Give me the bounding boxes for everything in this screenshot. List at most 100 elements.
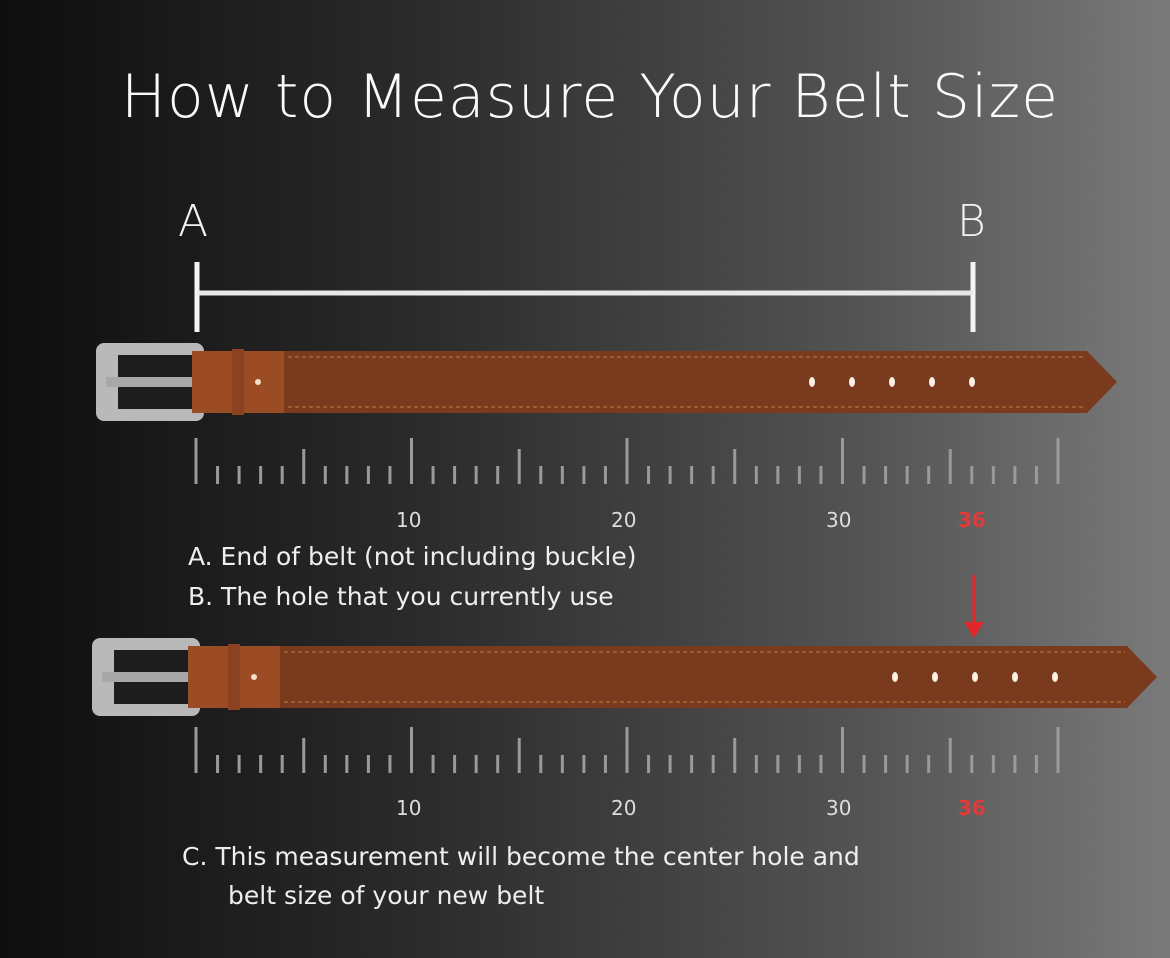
ruler1-tick — [259, 466, 263, 484]
belt1-hole — [969, 377, 975, 387]
ruler1-label-20: 20 — [611, 508, 637, 532]
ruler2-tick — [582, 755, 586, 773]
belt2-strap — [188, 646, 1157, 708]
ruler2-tick — [948, 738, 952, 773]
ruler2-tick — [517, 738, 521, 773]
ruler1-tick — [841, 438, 844, 484]
ruler2-tick — [1034, 755, 1038, 773]
ruler2-tick — [647, 755, 651, 773]
ruler2-tick — [1056, 727, 1060, 773]
ruler1-tick — [431, 466, 435, 484]
marker-a: A — [178, 196, 209, 247]
belt2-keeper — [228, 644, 240, 710]
ruler2-tick — [474, 755, 478, 773]
ruler2-tick — [431, 755, 435, 773]
ruler2-tick — [841, 727, 844, 773]
ruler2-label-20: 20 — [611, 796, 637, 820]
ruler1-tick — [711, 466, 715, 484]
ruler1-tick — [388, 466, 392, 484]
ruler2-tick — [280, 755, 284, 773]
ruler1-tick — [733, 449, 737, 484]
belt1-hole — [809, 377, 815, 387]
ruler1-tick — [905, 466, 909, 484]
marker-b: B — [957, 196, 986, 247]
ruler1-tick — [302, 449, 306, 484]
ruler1-tick — [560, 466, 564, 484]
ruler2-tick — [991, 755, 995, 773]
ruler2-tick — [776, 755, 780, 773]
belt2-buckle-prong — [102, 672, 200, 682]
ruler2-tick — [259, 755, 263, 773]
belt1-hole — [929, 377, 935, 387]
ruler2-tick — [970, 755, 974, 773]
belt2-hole — [972, 672, 978, 682]
belt1-keeper — [232, 349, 244, 415]
ruler2-tick — [539, 755, 543, 773]
ruler2-tick — [733, 738, 737, 773]
belt2-hole — [892, 672, 898, 682]
ruler1-tick — [1034, 466, 1038, 484]
arrow-down-icon — [964, 622, 984, 638]
ruler1-tick — [410, 438, 413, 484]
ruler1-tick — [754, 466, 758, 484]
ruler1-label-10: 10 — [396, 508, 422, 532]
ruler1-tick — [582, 466, 586, 484]
ruler1-tick — [366, 466, 370, 484]
ruler1-tick — [647, 466, 651, 484]
ruler1-label-36: 36 — [958, 508, 986, 532]
ruler1-tick — [517, 449, 521, 484]
ruler1-tick — [216, 466, 220, 484]
ruler2-label-36: 36 — [958, 796, 986, 820]
ruler1-tick — [948, 449, 952, 484]
ruler1-tick — [453, 466, 457, 484]
ruler2-tick — [884, 755, 888, 773]
ruler2-tick — [496, 755, 500, 773]
belt1-hole — [849, 377, 855, 387]
note-a: A. End of belt (not including buckle) — [188, 542, 637, 571]
ruler1-tick — [625, 438, 629, 484]
ruler2-tick — [754, 755, 758, 773]
ruler2-tick — [1013, 755, 1017, 773]
ruler2-tick — [216, 755, 220, 773]
ruler1-tick — [1056, 438, 1060, 484]
ruler1-tick — [797, 466, 801, 484]
belt2-hole — [1012, 672, 1018, 682]
belt1-rivet — [255, 379, 261, 385]
ruler2-label-10: 10 — [396, 796, 422, 820]
belt2-hole — [1052, 672, 1058, 682]
belt1-buckle-prong — [106, 377, 204, 387]
ruler1-tick — [690, 466, 694, 484]
ruler2-tick — [410, 727, 413, 773]
ruler2-tick — [862, 755, 866, 773]
ruler2-tick — [668, 755, 672, 773]
ruler1-tick — [474, 466, 478, 484]
page-title: How to Measure Your Belt Size — [120, 62, 1060, 132]
ruler1-tick — [970, 466, 974, 484]
ruler1-tick — [280, 466, 284, 484]
ruler2-tick — [690, 755, 694, 773]
ruler1-tick — [237, 466, 241, 484]
ruler2-tick — [194, 727, 198, 773]
ruler2-tick — [927, 755, 931, 773]
ruler2-tick — [237, 755, 241, 773]
note-c-line1: C. This measurement will become the cent… — [182, 842, 860, 871]
ruler2-tick — [453, 755, 457, 773]
ruler1-tick — [1013, 466, 1017, 484]
ruler1-tick — [496, 466, 500, 484]
ruler1-tick — [194, 438, 198, 484]
ruler1-label-30: 30 — [826, 508, 852, 532]
ruler2-tick — [819, 755, 823, 773]
belt1-hole — [889, 377, 895, 387]
ruler2-tick — [905, 755, 909, 773]
ruler2-tick — [388, 755, 392, 773]
ruler1-tick — [603, 466, 607, 484]
ruler2-tick — [302, 738, 306, 773]
belt2-rivet — [251, 674, 257, 680]
ruler1-tick — [819, 466, 823, 484]
ruler2-tick — [366, 755, 370, 773]
ruler1-tick — [776, 466, 780, 484]
ruler1-tick — [668, 466, 672, 484]
note-c-line2: belt size of your new belt — [228, 881, 545, 910]
note-b: B. The hole that you currently use — [188, 582, 614, 611]
